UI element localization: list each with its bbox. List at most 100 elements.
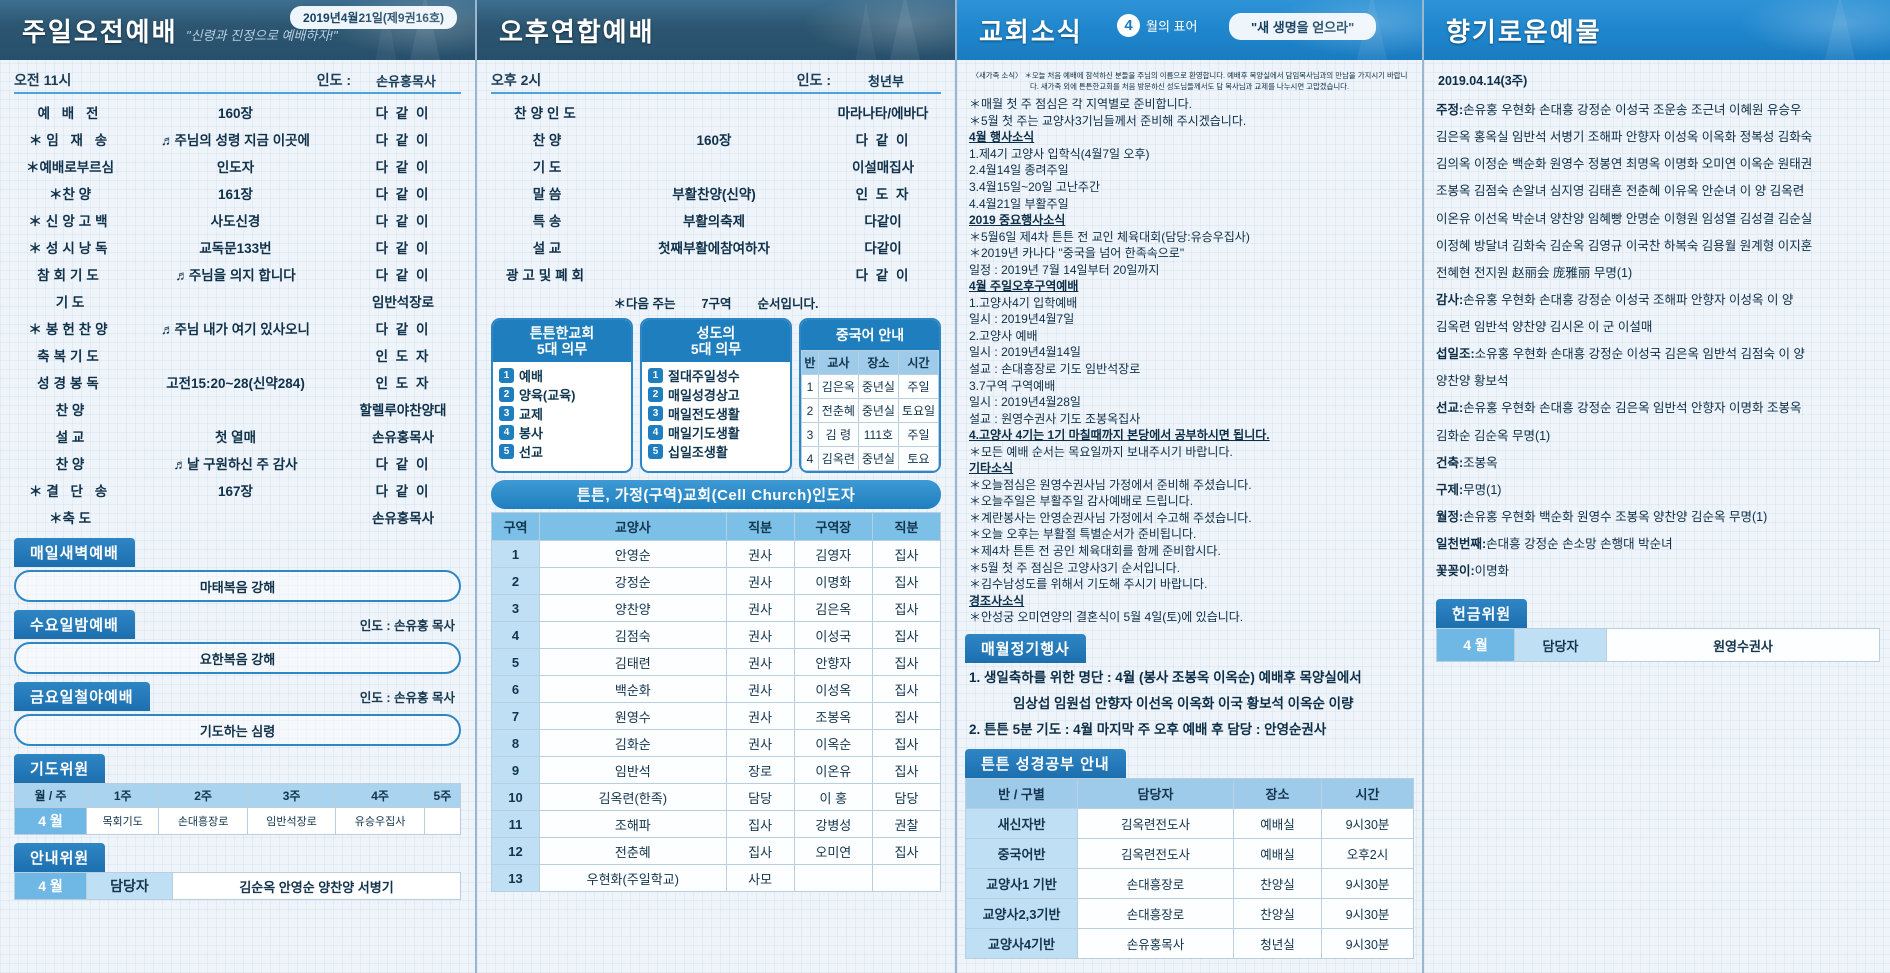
order-item-person: 다 같 이 [375,483,431,499]
news-line: ＊안성궁 오미연양의 결혼식이 5월 4일(토)에 있습니다. [969,610,1244,625]
prayer-committee-header: 2주 [158,783,248,808]
order-item-name: 찬양인도 [514,105,580,121]
prayer-committee-cell: 목회기도 [85,807,160,835]
monthly-event-number: 1. [969,669,985,685]
service-order-row: 기 도 임반석장로 [14,287,461,314]
order-item-content: 인도자 [216,159,255,175]
chinese-guide-cell: 중년실 [857,446,899,471]
bible-study-cell: 9시30분 [1321,807,1414,839]
table-row: 교양사2,3기반 손대흥장로 찬양실 9시30분 [965,897,1414,929]
cell-church-table: 구역 교양사 직분 구역장 직분 1 안영순 권사 김영자 집사 2 강정순 권사 이명화 집사 3 양찬양 권… [491,512,941,892]
cell-church-cell: 집사 [872,540,941,568]
chinese-guide-cell: 1 [801,374,819,399]
duty-saints-item: 1 절대주일성수 [648,366,784,385]
news-line: ＊2019년 카나다 "중국을 넘어 한족속으로" [969,246,1185,261]
bible-study-cell: 예배실 [1233,837,1322,869]
cell-church-cell: 13 [491,864,540,892]
news-line: 1.제4기 고양사 입학식(4월7일 오후) [969,146,1150,161]
guide-month: 4 월 [14,872,87,900]
order-item-person: 다 같 이 [375,186,431,202]
duty-box-church-items: 1 예배 2 양육(교육) 3 교제 4 봉사 5 선교 [493,362,631,465]
church-tower-icon [1356,0,1388,60]
bible-study-cell: 손대흥장로 [1077,897,1234,929]
order-item-person: 다 같 이 [375,321,431,337]
cell-church-cell: 권사 [725,621,795,649]
order-item-content: ♬주님을 의지 합니다 [175,267,296,283]
bible-study-cell: 김옥련전도사 [1077,837,1234,869]
weekly-service-title: 매일새벽예배 [14,538,135,567]
weekly-service-leader: 인도 : 손유홍 목사 [359,691,455,705]
duty-item-label: 선교 [519,445,543,461]
news-line: ＊5월6일 제4차 튼튼 전 교인 체육대회(담당:유승우집사) [969,229,1250,244]
service-order-row: 찬 양 할렐루야찬양대 [14,395,461,422]
table-row: 3 양찬양 권사 김은옥 집사 [491,594,941,622]
monthly-event-line: 2. 튼튼 5분 기도 : 4월 마지막 주 오후 예배 후 담당 : 안영순권… [965,715,1414,741]
offering-line: 섭일조:소유홍 우현화 손대흥 강정순 이성국 김은옥 임반석 김점숙 이 양 [1436,341,1880,368]
panel-sunday-morning-service: 주일오전예배 "신령과 진정으로 예배하자!" 2019년4월21일(제9권16… [0,0,477,973]
monthly-event-line: 1. 생일축하를 위한 명단 : 4월 (봉사 조봉옥 이옥순) 예배후 목양실… [965,663,1414,689]
order-item-name: 참회기도 [37,267,103,283]
service-order-row: ＊결 단 송 167장 다 같 이 [14,476,461,503]
offering-line: 꽃꽂이:이명화 [1436,558,1880,585]
panel2-header: 오후연합예배 [477,0,955,60]
service-order-row: ＊찬 양 161장 다 같 이 [14,179,461,206]
order-item-person: 다 같 이 [375,267,431,283]
table-row: 9 임반석 장로 이온유 집사 [491,756,941,784]
prayer-committee-title: 기도위원 [14,754,106,783]
order-item-person: 다 같 이 [375,105,431,121]
panel4-header: 향기로운예물 [1424,0,1890,60]
order-item-name: 특 송 [532,213,562,229]
prayer-committee-header: 1주 [85,783,160,808]
cell-church-cell: 집사 [872,648,941,676]
table-row: 6 백순화 권사 이성옥 집사 [491,675,941,703]
cell-church-cell: 양찬양 [539,594,727,622]
bible-study-cell: 찬양실 [1233,897,1322,929]
offering-line: 건축:조봉옥 [1436,450,1880,477]
weekly-service-heading-row: 매일새벽예배 [14,538,461,567]
cell-church-cell: 3 [491,594,540,622]
cell-church-cell: 집사 [872,675,941,703]
table-row: 2 전춘혜 중년실 토요일 [801,398,939,423]
duty-number-badge: 4 [648,425,663,441]
news-line: 2.4월14일 종려주일 [969,163,1069,178]
duty-box-saints-items: 1 절대주일성수 2 매일성경상고 3 매일전도생활 4 매일기도생활 5 십일조생활 [642,362,790,465]
bible-study-cell: 9시30분 [1321,897,1414,929]
service-order-row: 광고및폐회 다 같 이 [491,260,941,287]
order-item-person: 임반석장로 [371,294,435,310]
cell-church-cell: 2 [491,567,540,595]
cell-church-header: 구역장 [793,512,874,541]
cell-church-cell: 집사 [872,729,941,757]
duty-number-badge: 5 [499,444,514,460]
duty-box-saints-title: 성도의 5대 의무 [642,320,790,363]
month-theme-label: 월의 표어 [1146,19,1198,34]
order-item-person: 다 같 이 [375,240,431,256]
cell-church-cell: 이성옥 [793,675,874,703]
cell-church-cell: 10 [491,783,540,811]
cell-church-cell: 권찰 [872,810,941,838]
table-row: 1 김은옥 중년실 주일 [801,374,939,399]
panel1-body: 오전 11시 인도 : 손유홍목사 예 배 전 160장 다 같 이 ＊임 재 송 ♬주… [0,60,475,900]
chinese-guide-cell: 주일 [897,374,939,399]
weekly-service-text: 기도하는 심령 [14,714,461,746]
order-item-person: 다 같 이 [375,213,431,229]
offering-line: 조봉옥 김점숙 손알녀 심지영 김태흔 전춘혜 이유옥 안순녀 이 양 김옥련 [1436,178,1880,205]
offering-category-label: 섭일조: [1436,347,1475,362]
cell-church-header: 구역 [491,512,540,541]
order-item-name: 말 씀 [532,186,562,202]
table-row: 4 김옥련 중년실 토요 [801,446,939,471]
prayer-committee-cell: 임반석장로 [246,807,337,835]
news-line: ＊5월 첫 주는 교양사3기님들께서 준비해 주시겠습니다. [969,113,1247,128]
chinese-guide-header: 반 [801,350,819,375]
news-line: 경조사소식 [969,593,1025,608]
cell-church-cell: 권사 [725,648,795,676]
service-order-row: ＊신앙고백 사도신경 다 같 이 [14,206,461,233]
duty-item-label: 절대주일성수 [668,369,740,385]
order-item-person: 다 같 이 [855,132,911,148]
offering-names-text: 손유홍 우현화 손대흥 강정순 이성국 조해파 안향자 이성옥 이 양 [1463,292,1794,307]
cell-church-cell: 집사 [872,621,941,649]
order-item-person: 다같이 [864,213,902,229]
order-item-person: 인 도 자 [855,186,911,202]
weekly-services-list: 매일새벽예배 마태복음 강해 수요일밤예배 인도 : 손유홍 목사 요한복음 강해 금요일… [14,538,461,746]
